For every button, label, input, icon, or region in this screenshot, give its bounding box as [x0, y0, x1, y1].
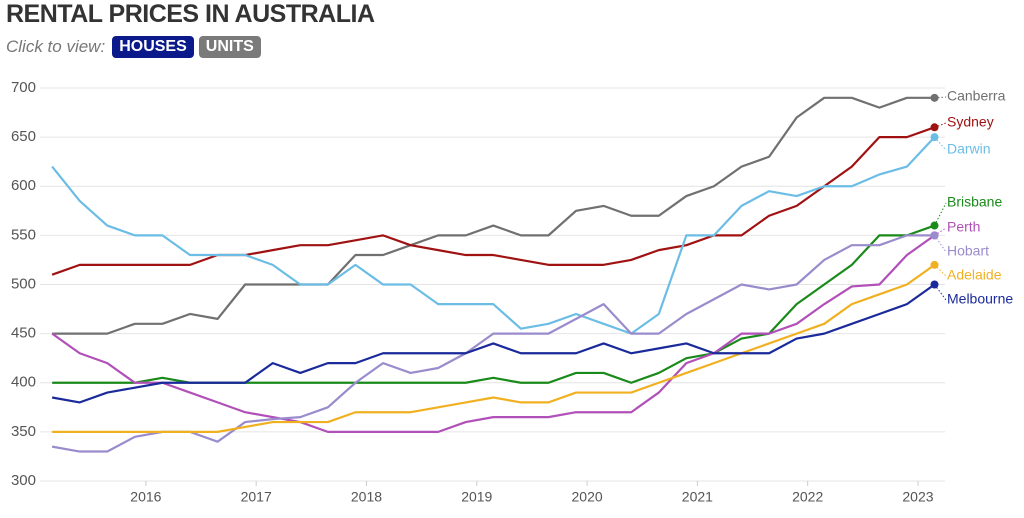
series-line — [51, 136, 936, 335]
y-tick-label: 700 — [11, 79, 36, 96]
series-label: Melbourne — [947, 291, 1013, 307]
view-controls: Click to view: HOUSES UNITS — [6, 36, 261, 58]
label-connector — [934, 202, 947, 226]
x-tick-label: 2018 — [351, 489, 382, 505]
x-tick-label: 2017 — [241, 489, 272, 505]
series-label: Perth — [947, 219, 980, 235]
y-tick-label: 300 — [11, 472, 36, 489]
y-tick-label: 400 — [11, 374, 36, 391]
y-tick-label: 500 — [11, 275, 36, 292]
x-tick-label: 2016 — [130, 489, 161, 505]
chart-title: RENTAL PRICES IN AUSTRALIA — [6, 0, 375, 28]
prompt: Click to view: — [6, 37, 106, 56]
label-connector — [934, 227, 947, 236]
y-tick-label: 350 — [11, 423, 36, 440]
x-tick-label: 2022 — [792, 489, 823, 505]
series-label: Brisbane — [947, 194, 1002, 210]
series-label: Adelaide — [947, 267, 1002, 283]
houses-button[interactable]: HOUSES — [112, 36, 194, 58]
y-tick-label: 600 — [11, 177, 36, 194]
label-connector — [934, 136, 947, 151]
series-line — [51, 126, 935, 276]
x-tick-label: 2021 — [682, 489, 713, 505]
units-button[interactable]: UNITS — [198, 36, 261, 58]
series-line — [51, 234, 935, 453]
series-label: Darwin — [947, 141, 991, 157]
y-tick-label: 550 — [11, 226, 36, 243]
series-label: Hobart — [947, 243, 989, 259]
x-tick-label: 2019 — [461, 489, 492, 505]
x-tick-label: 2020 — [572, 489, 603, 505]
series-line — [52, 263, 936, 433]
series-label: Canberra — [947, 88, 1006, 104]
series-label: Sydney — [947, 114, 994, 130]
label-connector — [934, 264, 947, 277]
x-tick-label: 2023 — [902, 489, 933, 505]
series-line — [51, 283, 936, 404]
series-line — [52, 96, 935, 335]
series-line — [51, 234, 936, 433]
y-tick-label: 450 — [11, 325, 36, 342]
y-tick-label: 650 — [11, 128, 36, 145]
